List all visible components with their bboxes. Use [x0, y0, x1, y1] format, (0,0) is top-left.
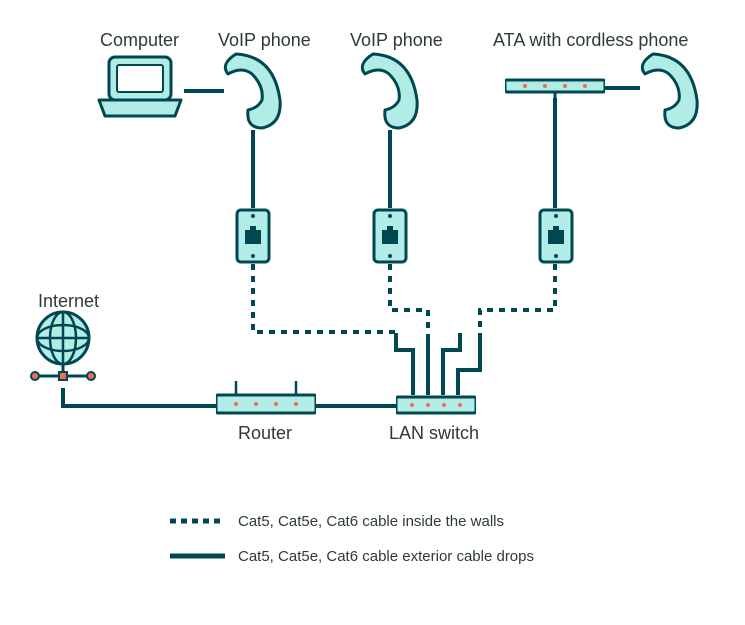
laptop-icon [95, 55, 185, 120]
wall-jack-icon [538, 208, 574, 264]
label-lanswitch: LAN switch [389, 423, 479, 444]
label-voip2: VoIP phone [350, 30, 443, 51]
voip-phone-icon [218, 50, 288, 130]
label-router: Router [238, 423, 292, 444]
diagram-canvas: Computer VoIP phone VoIP phone ATA with … [0, 0, 745, 625]
label-voip1: VoIP phone [218, 30, 311, 51]
cordless-phone-icon [635, 50, 705, 130]
router-icon [216, 381, 316, 415]
wall-jack-icon [372, 208, 408, 264]
legend-dashed-label: Cat5, Cat5e, Cat6 cable inside the walls [238, 513, 504, 530]
label-ata: ATA with cordless phone [493, 30, 688, 51]
internet-globe-icon [30, 308, 96, 388]
voip-phone-icon [355, 50, 425, 130]
label-computer: Computer [100, 30, 179, 51]
legend-solid-label: Cat5, Cat5e, Cat6 cable exterior cable d… [238, 548, 534, 565]
lan-switch-icon [396, 395, 476, 415]
ata-box-icon [505, 78, 605, 98]
wall-jack-icon [235, 208, 271, 264]
